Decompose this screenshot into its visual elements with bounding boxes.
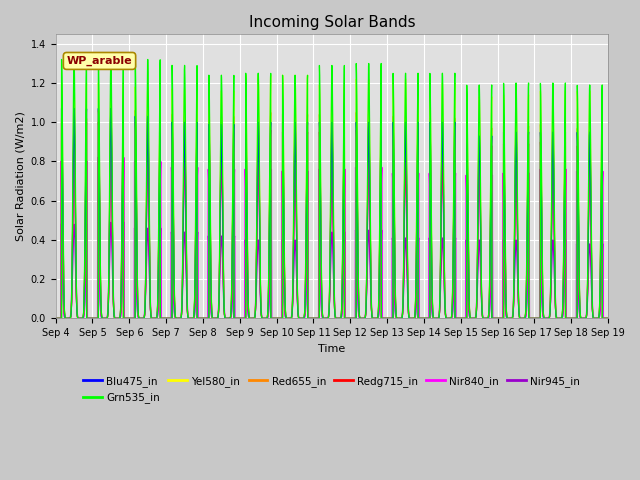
Red655_in <box>602 315 610 321</box>
Grn535_in <box>164 315 172 321</box>
Nir945_in <box>52 315 60 321</box>
Yel580_in <box>242 72 250 78</box>
Grn535_in <box>604 315 612 321</box>
Redg715_in <box>259 315 266 321</box>
Grn535_in <box>487 171 495 177</box>
Line: Grn535_in: Grn535_in <box>56 60 608 318</box>
Line: Blu475_in: Blu475_in <box>56 108 608 318</box>
Yel580_in <box>604 315 612 321</box>
Nir840_in <box>604 315 612 321</box>
Line: Nir945_in: Nir945_in <box>56 222 608 318</box>
X-axis label: Time: Time <box>318 344 346 354</box>
Nir840_in <box>170 296 178 301</box>
Blu475_in <box>602 315 610 321</box>
Nir840_in <box>487 263 495 269</box>
Red655_in <box>164 315 172 321</box>
Nir945_in <box>164 315 172 321</box>
Red655_in <box>408 315 416 321</box>
Yel580_in <box>52 315 60 321</box>
Nir945_in <box>408 315 416 321</box>
Yel580_in <box>408 315 416 321</box>
Red655_in <box>170 263 178 268</box>
Yel580_in <box>259 315 266 321</box>
Blu475_in <box>259 315 266 321</box>
Nir945_in <box>487 287 495 292</box>
Nir945_in <box>94 219 102 225</box>
Grn535_in <box>602 315 610 321</box>
Nir840_in <box>259 315 266 321</box>
Red655_in <box>95 108 102 113</box>
Blu475_in <box>604 315 612 321</box>
Legend: Blu475_in, Grn535_in, Yel580_in, Red655_in, Redg715_in, Nir840_in, Nir945_in: Blu475_in, Grn535_in, Yel580_in, Red655_… <box>79 372 584 408</box>
Grn535_in <box>52 315 60 321</box>
Line: Redg715_in: Redg715_in <box>56 122 608 318</box>
Yel580_in <box>602 315 610 321</box>
Blu475_in <box>58 106 65 111</box>
Yel580_in <box>164 315 172 321</box>
Redg715_in <box>604 315 612 321</box>
Redg715_in <box>170 266 178 272</box>
Redg715_in <box>164 315 172 321</box>
Line: Yel580_in: Yel580_in <box>56 75 608 318</box>
Line: Nir840_in: Nir840_in <box>56 157 608 318</box>
Redg715_in <box>58 120 65 125</box>
Nir945_in <box>604 315 612 321</box>
Grn535_in <box>408 315 416 321</box>
Red655_in <box>259 315 266 321</box>
Nir840_in <box>94 155 102 160</box>
Red655_in <box>487 198 495 204</box>
Nir945_in <box>170 304 178 310</box>
Redg715_in <box>487 209 495 215</box>
Nir945_in <box>259 315 266 321</box>
Nir840_in <box>602 315 610 321</box>
Nir840_in <box>164 315 172 321</box>
Redg715_in <box>52 315 60 321</box>
Yel580_in <box>487 179 495 184</box>
Redg715_in <box>408 315 416 321</box>
Line: Red655_in: Red655_in <box>56 110 608 318</box>
Grn535_in <box>259 315 266 321</box>
Y-axis label: Solar Radiation (W/m2): Solar Radiation (W/m2) <box>15 111 25 241</box>
Red655_in <box>52 315 60 321</box>
Nir840_in <box>52 315 60 321</box>
Blu475_in <box>52 315 60 321</box>
Text: WP_arable: WP_arable <box>67 56 132 66</box>
Blu475_in <box>487 203 495 208</box>
Nir840_in <box>408 315 416 321</box>
Red655_in <box>604 315 612 321</box>
Title: Incoming Solar Bands: Incoming Solar Bands <box>248 15 415 30</box>
Nir945_in <box>602 315 610 321</box>
Blu475_in <box>408 315 416 321</box>
Grn535_in <box>170 250 178 256</box>
Yel580_in <box>170 249 178 255</box>
Grn535_in <box>58 57 65 62</box>
Blu475_in <box>170 265 178 271</box>
Blu475_in <box>164 315 172 321</box>
Redg715_in <box>602 315 610 321</box>
